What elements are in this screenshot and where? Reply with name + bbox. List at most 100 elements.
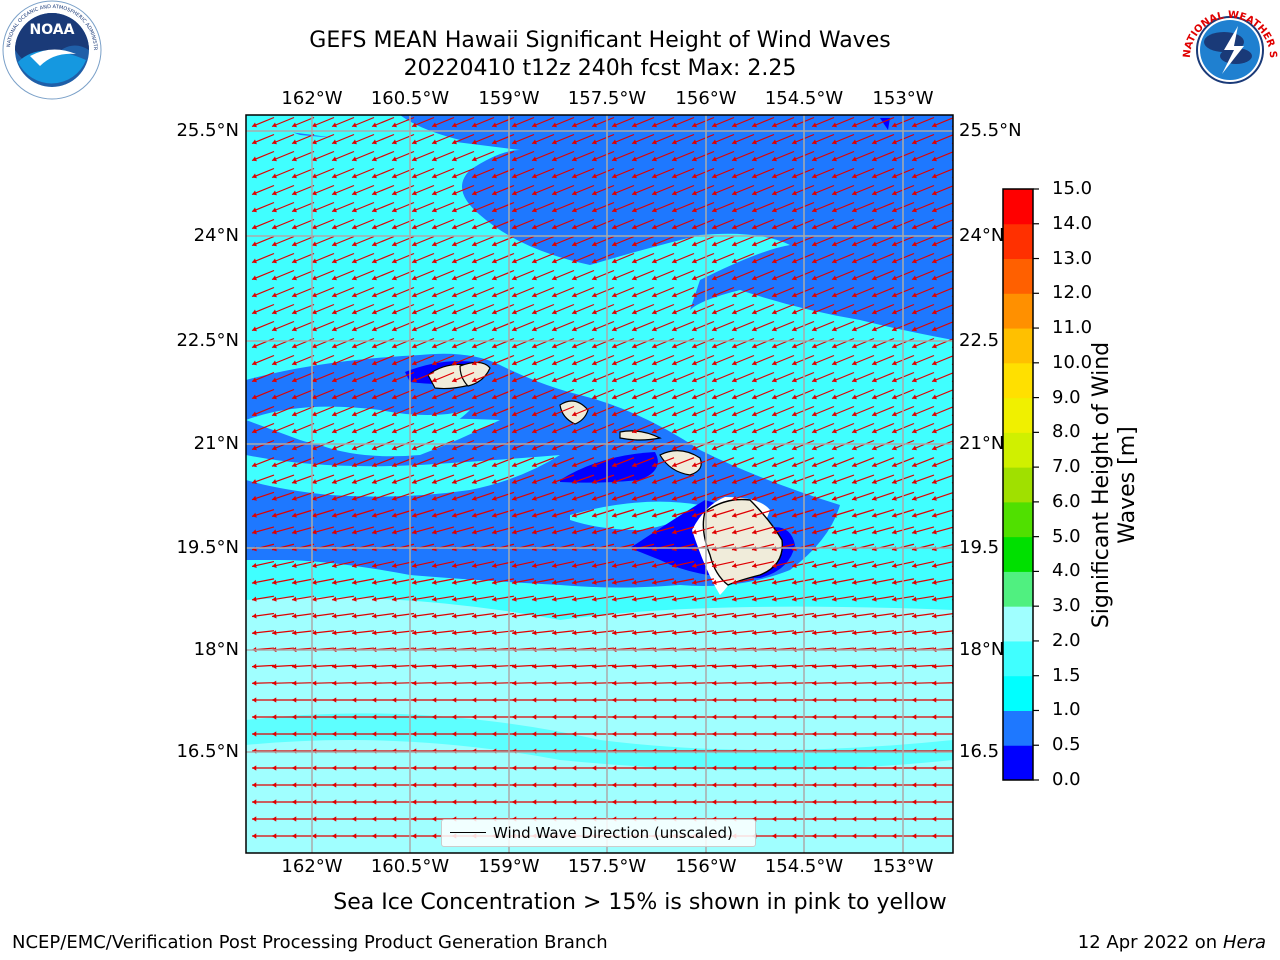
wave-direction-arrowhead <box>252 462 257 468</box>
wave-direction-arrowhead <box>692 326 697 332</box>
colorbar-tick-label: 2.0 <box>1052 629 1081 651</box>
wave-direction-arrowhead <box>252 411 257 417</box>
wave-direction-arrowhead <box>792 139 797 145</box>
wave-direction-arrowhead <box>352 462 357 468</box>
wave-direction-arrowhead <box>772 579 777 585</box>
wave-direction-arrowhead <box>632 714 637 720</box>
wave-direction-arrowhead <box>772 596 777 602</box>
wave-direction-arrowhead <box>452 190 457 196</box>
wave-direction-arrowhead <box>372 309 377 315</box>
wave-direction-arrowhead <box>832 377 837 383</box>
wave-direction-arrowhead <box>852 360 857 366</box>
wave-direction-arrowhead <box>532 224 537 230</box>
wave-direction-arrowhead <box>432 697 437 703</box>
wave-direction-arrowhead <box>412 782 417 788</box>
wave-direction-arrowhead <box>312 630 317 636</box>
wave-direction-arrowhead <box>632 428 637 434</box>
wave-direction-arrowhead <box>792 512 797 518</box>
wave-direction-arrowhead <box>692 156 697 162</box>
wave-direction-arrowhead <box>492 343 497 349</box>
wave-direction-arrowhead <box>252 122 257 128</box>
wave-direction-arrowhead <box>872 833 877 839</box>
wave-direction-arrowhead <box>772 697 777 703</box>
wave-direction-arrowhead <box>272 613 277 619</box>
wave-direction-arrowhead <box>672 258 677 264</box>
wave-direction-arrowhead <box>532 680 537 686</box>
wave-direction-arrowhead <box>472 360 477 366</box>
wave-direction-arrowhead <box>912 495 917 501</box>
wave-direction-arrowhead <box>352 765 357 771</box>
colorbar-tick-label: 12.0 <box>1052 282 1093 304</box>
wave-direction-arrow <box>951 615 953 618</box>
wave-direction-arrowhead <box>752 579 757 585</box>
wave-direction-arrowhead <box>452 207 457 213</box>
wave-direction-arrowhead <box>832 241 837 247</box>
wave-direction-arrowhead <box>292 258 297 264</box>
wave-direction-arrowhead <box>332 697 337 703</box>
wave-direction-arrowhead <box>292 326 297 332</box>
colorbar-label: Significant Height of Wind Waves [m] <box>1089 341 1140 629</box>
wave-direction-arrowhead <box>732 799 737 805</box>
wave-direction-arrowhead <box>432 596 437 602</box>
wave-direction-arrowhead <box>592 731 597 737</box>
wave-direction-arrowhead <box>632 799 637 805</box>
wave-direction-arrowhead <box>632 258 637 264</box>
wave-direction-arrowhead <box>392 529 397 535</box>
wave-direction-arrowhead <box>772 258 777 264</box>
wave-direction-arrow <box>951 498 953 501</box>
wave-direction-arrowhead <box>772 173 777 179</box>
wave-direction-arrowhead <box>512 394 517 400</box>
wave-direction-arrowhead <box>912 173 917 179</box>
wave-direction-arrowhead <box>452 680 457 686</box>
wave-direction-arrowhead <box>712 479 717 484</box>
lon-tick-bottom: 156°W <box>675 856 737 877</box>
wave-direction-arrowhead <box>272 411 277 417</box>
wave-direction-arrowhead <box>672 697 677 703</box>
wave-direction-arrowhead <box>612 680 617 686</box>
wave-direction-arrowhead <box>512 663 517 669</box>
wave-direction-arrowhead <box>892 224 897 230</box>
wave-direction-arrowhead <box>852 309 857 315</box>
wave-direction-arrowhead <box>372 833 377 839</box>
wave-direction-arrowhead <box>412 122 417 128</box>
wave-direction-arrowhead <box>352 596 357 602</box>
wave-direction-arrowhead <box>272 563 277 569</box>
wave-direction-arrowhead <box>832 596 837 602</box>
wave-direction-arrowhead <box>552 207 557 213</box>
wave-direction-arrowhead <box>852 343 857 349</box>
wave-direction-arrowhead <box>852 630 857 636</box>
wave-direction-arrowhead <box>512 495 517 501</box>
wave-direction-arrowhead <box>892 697 897 703</box>
wave-direction-arrowhead <box>732 241 737 247</box>
wave-direction-arrowhead <box>752 596 757 602</box>
wave-direction-arrowhead <box>612 292 617 298</box>
wave-direction-arrowhead <box>872 275 877 281</box>
wave-direction-arrowhead <box>912 563 917 569</box>
wave-direction-arrowhead <box>872 596 877 602</box>
wave-direction-arrowhead <box>492 122 497 128</box>
wave-direction-arrowhead <box>892 275 897 281</box>
wave-direction-arrowhead <box>792 462 797 468</box>
wave-direction-arrowhead <box>592 224 597 230</box>
wave-direction-arrowhead <box>912 782 917 788</box>
wave-direction-arrowhead <box>252 156 257 162</box>
wave-direction-arrowhead <box>372 799 377 805</box>
wave-direction-arrowhead <box>372 326 377 332</box>
wave-direction-arrowhead <box>432 207 437 213</box>
wave-direction-arrowhead <box>792 731 797 737</box>
wave-direction-arrowhead <box>852 563 857 569</box>
wave-direction-arrowhead <box>812 122 817 128</box>
wave-direction-arrowhead <box>532 596 537 602</box>
wave-direction-arrowhead <box>432 579 437 585</box>
colorbar-tick-label: 0.0 <box>1052 769 1081 790</box>
wave-direction-arrowhead <box>572 156 577 162</box>
wave-direction-arrowhead <box>292 292 297 298</box>
wave-direction-arrowhead <box>432 495 437 501</box>
wave-direction-arrowhead <box>292 663 297 669</box>
wave-direction-arrowhead <box>292 428 297 434</box>
wave-direction-arrowhead <box>932 309 937 315</box>
lat-tick-right: 18°N <box>959 639 1005 660</box>
wave-direction-arrow <box>951 159 953 162</box>
wave-direction-arrowhead <box>292 613 297 619</box>
wave-direction-arrowhead <box>332 512 337 518</box>
